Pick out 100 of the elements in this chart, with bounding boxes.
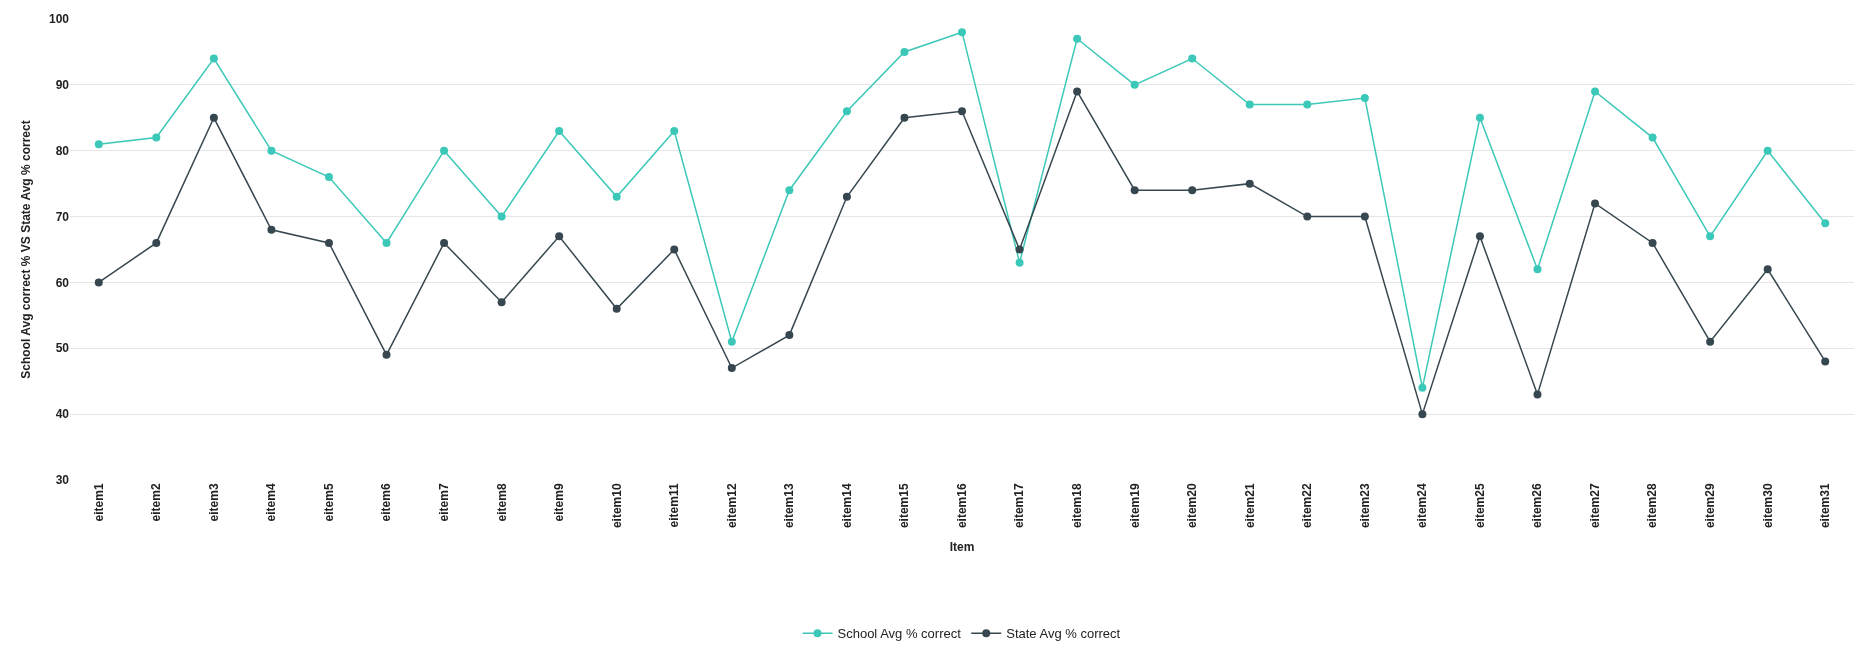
- y-tick-label: 70: [55, 209, 70, 224]
- point: [382, 238, 391, 247]
- x-tick-label: eitem21: [1242, 483, 1257, 529]
- point: [152, 133, 161, 142]
- point: [382, 350, 391, 359]
- x-tick-label: eitem29: [1703, 483, 1718, 529]
- point: [1015, 245, 1024, 254]
- x-tick-label: eitem19: [1127, 483, 1142, 529]
- y-tick-label: 50: [55, 341, 70, 356]
- point: [1303, 100, 1312, 109]
- point: [497, 298, 506, 307]
- point: [785, 331, 794, 340]
- x-tick-label: eitem8: [494, 483, 509, 522]
- point: [94, 278, 103, 287]
- y-tick-label: 100: [48, 12, 70, 27]
- point: [440, 238, 449, 247]
- x-tick-label: eitem22: [1300, 483, 1315, 529]
- x-tick-label: eitem16: [954, 483, 969, 529]
- x-tick-label: eitem9: [552, 483, 567, 522]
- x-tick-label: eitem7: [436, 483, 451, 522]
- x-tick-label: eitem28: [1645, 483, 1660, 529]
- point: [324, 173, 333, 182]
- y-tick-label: 80: [55, 143, 70, 158]
- point: [612, 304, 621, 313]
- point: [1475, 113, 1484, 122]
- point: [1763, 265, 1772, 274]
- point: [1360, 212, 1369, 221]
- point: [209, 54, 218, 63]
- x-tick-label: eitem26: [1530, 483, 1545, 529]
- y-tick-label: 60: [55, 275, 70, 290]
- point: [958, 107, 966, 116]
- point: [1073, 34, 1082, 43]
- point: [1475, 232, 1484, 241]
- point: [900, 113, 909, 122]
- point: [1706, 232, 1715, 241]
- point: [1418, 383, 1427, 392]
- point: [1245, 100, 1254, 109]
- point: [1130, 186, 1139, 195]
- point: [209, 113, 218, 122]
- x-tick-label: eitem27: [1587, 483, 1602, 529]
- point: [958, 28, 966, 37]
- point: [1763, 146, 1772, 155]
- point: [1015, 258, 1024, 267]
- y-tick-label: 40: [55, 407, 70, 422]
- point: [900, 47, 909, 56]
- x-tick-label: eitem11: [667, 483, 682, 528]
- point: [612, 192, 621, 201]
- x-tick-label: eitem10: [609, 483, 624, 529]
- x-axis-title: Item: [949, 540, 975, 554]
- point: [842, 192, 851, 201]
- point: [94, 140, 103, 149]
- point: [1591, 87, 1600, 96]
- x-tick-label: eitem31: [1818, 483, 1833, 529]
- point: [670, 245, 679, 254]
- y-tick-label: 90: [55, 78, 70, 93]
- point: [1648, 238, 1657, 247]
- point: [1073, 87, 1082, 96]
- point: [670, 126, 679, 135]
- point: [727, 364, 736, 373]
- x-tick-label: eitem25: [1472, 483, 1487, 529]
- point: [440, 146, 449, 155]
- point: [1821, 219, 1830, 228]
- point: [324, 238, 333, 247]
- point: [1706, 337, 1715, 346]
- y-tick-label: 30: [55, 473, 70, 488]
- legend-label: State Avg % correct: [1006, 626, 1121, 642]
- point: [555, 232, 564, 241]
- x-tick-label: eitem17: [1012, 483, 1027, 529]
- y-axis-title: School Avg correct % VS State Avg % correct: [19, 120, 34, 379]
- point: [1188, 54, 1197, 63]
- point: [267, 146, 276, 155]
- x-tick-label: eitem6: [379, 483, 394, 522]
- point: [785, 186, 794, 195]
- point: [267, 225, 276, 234]
- point: [1245, 179, 1254, 188]
- x-tick-label: eitem23: [1357, 483, 1372, 529]
- x-tick-label: eitem13: [782, 483, 797, 529]
- point: [1821, 357, 1830, 366]
- x-tick-label: eitem3: [206, 483, 221, 522]
- point: [555, 126, 564, 135]
- point: [1360, 94, 1369, 103]
- x-tick-label: eitem4: [264, 483, 279, 522]
- x-tick-label: eitem5: [321, 483, 336, 522]
- point: [497, 212, 506, 221]
- point: [727, 337, 736, 346]
- point: [1130, 80, 1139, 89]
- point: [1303, 212, 1312, 221]
- point: [1648, 133, 1657, 142]
- point: [1533, 265, 1542, 274]
- point: [842, 107, 851, 116]
- x-tick-label: eitem12: [724, 483, 739, 529]
- x-tick-label: eitem20: [1185, 483, 1200, 529]
- x-tick-label: eitem1: [91, 483, 106, 522]
- point: [1533, 390, 1542, 399]
- point: [1591, 199, 1600, 208]
- x-tick-label: eitem2: [149, 483, 164, 522]
- point: [1188, 186, 1197, 195]
- x-tick-label: eitem18: [1070, 483, 1084, 529]
- point: [1418, 410, 1427, 419]
- x-tick-label: eitem14: [839, 483, 854, 529]
